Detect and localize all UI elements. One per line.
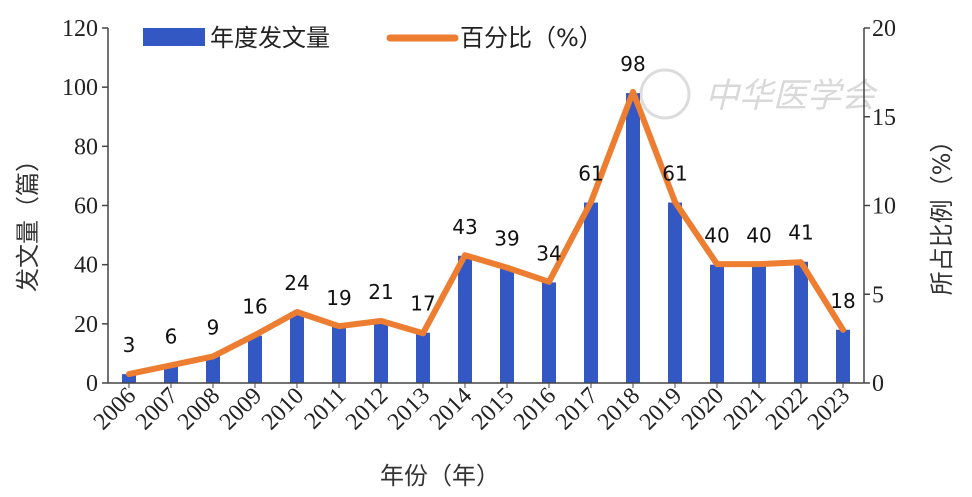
bar-value-label: 40 (704, 224, 729, 248)
x-tick-label: 2016 (509, 383, 561, 435)
y-tick-label: 80 (74, 134, 98, 160)
bar-2008 (206, 356, 220, 383)
y2-axis-title: 所占比例（%） (928, 129, 956, 296)
bar-2016 (542, 282, 556, 383)
x-tick-label: 2009 (215, 383, 267, 435)
x-tick-label: 2013 (383, 383, 435, 435)
bar-value-label: 21 (368, 280, 393, 304)
x-tick-label: 2020 (677, 383, 729, 435)
bar-value-label: 98 (620, 52, 645, 76)
bar-2015 (500, 267, 514, 383)
x-tick-label: 2023 (803, 383, 855, 435)
x-tick-label: 2022 (761, 383, 813, 435)
y2-tick-label: 0 (872, 371, 884, 397)
percent-point (252, 332, 258, 338)
x-tick-label: 2011 (300, 383, 352, 435)
percent-line (126, 88, 846, 378)
bar-2006 (122, 374, 136, 383)
bar-2019 (668, 202, 682, 383)
bar-value-label: 40 (746, 224, 771, 248)
bar-value-label: 24 (284, 271, 309, 295)
x-tick-label: 2007 (131, 383, 183, 435)
bar-2014 (458, 255, 472, 383)
percent-point (546, 279, 552, 285)
x-axis-title: 年份（年） (380, 462, 500, 490)
x-tick-label: 2021 (719, 383, 771, 435)
watermark-text: 中华医学会 (705, 76, 879, 116)
bar-2023 (836, 329, 850, 383)
x-tick-label: 2014 (425, 383, 477, 435)
bar-value-label: 41 (788, 221, 813, 245)
bar-value-label: 61 (578, 162, 603, 186)
bar-2011 (332, 326, 346, 383)
legend-bar-label: 年度发文量 (210, 24, 330, 52)
x-tick-label: 2010 (257, 383, 309, 435)
percent-point (378, 318, 384, 324)
y2-tick-label: 10 (872, 194, 896, 220)
x-tick-label: 2017 (551, 383, 603, 435)
bar-value-label: 39 (494, 227, 519, 251)
bar-2009 (248, 335, 262, 383)
y-tick-label: 40 (74, 253, 98, 279)
percent-point (462, 252, 468, 258)
legend-line-label: 百分比（%） (460, 24, 603, 52)
x-tick-label: 2015 (467, 383, 519, 435)
percent-point (126, 371, 132, 377)
watermark-seal-icon (639, 68, 691, 120)
x-tick-label: 2019 (635, 383, 687, 435)
bar-value-label: 61 (662, 162, 687, 186)
bar-value-label: 18 (830, 289, 855, 313)
percent-point (420, 330, 426, 336)
bar-2012 (374, 320, 388, 383)
bar-value-label: 6 (165, 324, 178, 348)
bar-value-label: 34 (536, 241, 561, 265)
bar-value-label: 3 (123, 333, 136, 357)
percent-point (588, 199, 594, 205)
bar-value-label: 9 (207, 315, 220, 339)
bar-value-label: 17 (410, 292, 435, 316)
bar-2010 (290, 312, 304, 383)
y-tick-label: 20 (74, 312, 98, 338)
legend: 年度发文量 百分比（%） (143, 24, 603, 52)
percent-point (714, 261, 720, 267)
y-axis-title: 发文量（篇） (14, 148, 42, 292)
y-tick-label: 0 (86, 371, 98, 397)
bar-2018 (626, 93, 640, 383)
x-tick-label: 2012 (341, 383, 393, 435)
bar-2022 (794, 261, 808, 383)
bar-2013 (416, 332, 430, 383)
bar-value-label: 19 (326, 286, 351, 310)
watermark: 中华医学会 (639, 68, 879, 120)
percent-point (672, 199, 678, 205)
percent-point (756, 261, 762, 267)
bar-value-label: 16 (242, 295, 267, 319)
y2-tick-label: 5 (872, 282, 884, 308)
y-tick-label: 100 (62, 75, 98, 101)
percent-point (294, 309, 300, 315)
bar-2020 (710, 264, 724, 383)
y-tick-label: 60 (74, 194, 98, 220)
percent-point (168, 362, 174, 368)
percent-point (630, 89, 636, 95)
legend-bar-swatch (143, 28, 205, 46)
percent-point (798, 259, 804, 265)
y2-tick-label: 20 (872, 16, 896, 42)
percent-point (210, 353, 216, 359)
percent-point (336, 323, 342, 329)
bar-value-label: 43 (452, 215, 477, 239)
bar-2021 (752, 264, 766, 383)
y-tick-label: 120 (62, 16, 98, 42)
percent-point (840, 327, 846, 333)
bar-2017 (584, 202, 598, 383)
x-tick-label: 2018 (593, 383, 645, 435)
x-tick-label: 2008 (173, 383, 225, 435)
y2-tick-label: 15 (872, 105, 896, 131)
percent-point (504, 265, 510, 271)
bar-2007 (164, 365, 178, 383)
